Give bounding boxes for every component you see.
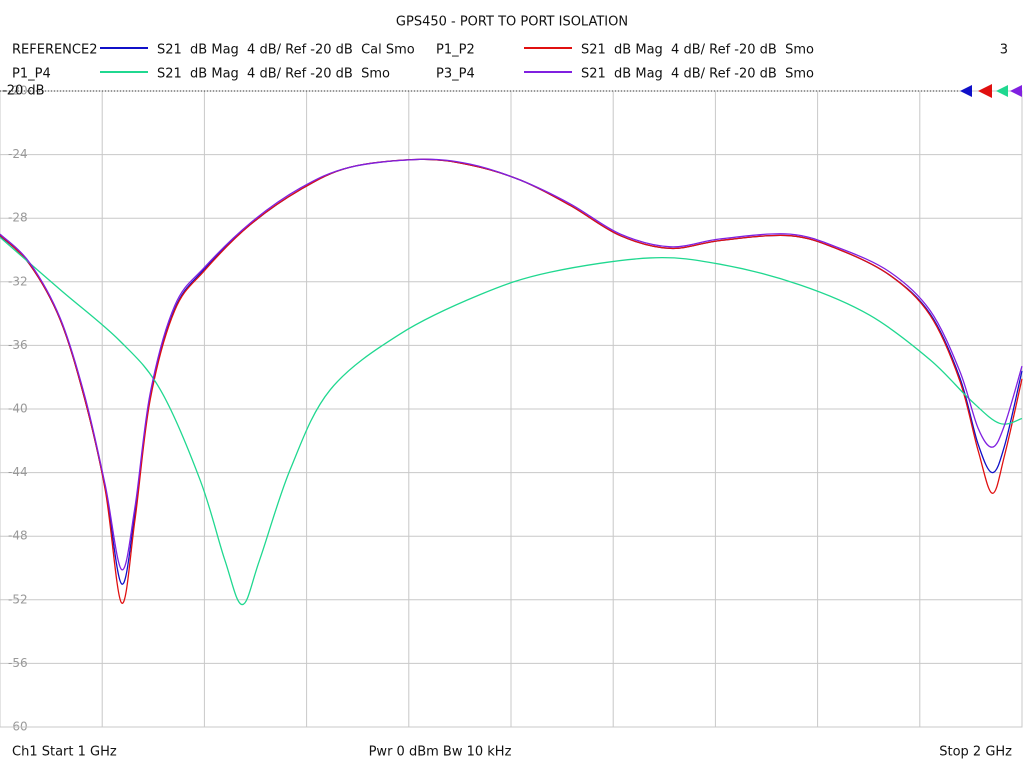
legend-description: S21 dB Mag 4 dB/ Ref -20 dB Cal Smo [157,43,415,58]
y-tick-label: -52 [8,592,28,606]
traces [0,158,1023,606]
ref-label: -20 dB [2,84,45,99]
legend-name: REFERENCE2 [12,43,97,58]
y-tick-label: -48 [8,529,28,543]
y-tick-label: -56 [8,656,28,670]
ref-markers [960,84,1022,98]
legend-name: P1_P2 [436,43,475,58]
trace [0,236,1023,606]
legend-description: S21 dB Mag 4 dB/ Ref -20 dB Smo [581,67,814,82]
marker-arrow [960,85,972,97]
y-tick-label: -40 [8,402,28,416]
marker-count: 3 [1000,43,1008,58]
y-tick-label: -28 [8,211,28,225]
legend-name: P3_P4 [436,67,475,82]
footer-power: Pwr 0 dBm Bw 10 kHz [369,745,512,760]
y-tick-label: -44 [8,465,28,479]
marker-arrow [978,84,992,98]
trace [0,158,1023,571]
y-tick-label: -32 [8,274,28,288]
y-tick-label: -24 [8,147,28,161]
footer-start: Ch1 Start 1 GHz [12,745,117,760]
marker-arrow [1010,85,1022,97]
y-tick-label: -36 [8,338,28,352]
legend: REFERENCE2 S21 dB Mag 4 dB/ Ref -20 dB Ca… [12,43,814,82]
marker-arrow [996,85,1008,97]
chart-title: GPS450 - PORT TO PORT ISOLATION [396,15,628,30]
legend-description: S21 dB Mag 4 dB/ Ref -20 dB Smo [581,43,814,58]
footer-stop: Stop 2 GHz [939,745,1012,760]
legend-name: P1_P4 [12,67,51,82]
grid: -20-24-28-32-36-40-44-48-52-56-60 [0,84,1023,734]
legend-description: S21 dB Mag 4 dB/ Ref -20 dB Smo [157,67,390,82]
